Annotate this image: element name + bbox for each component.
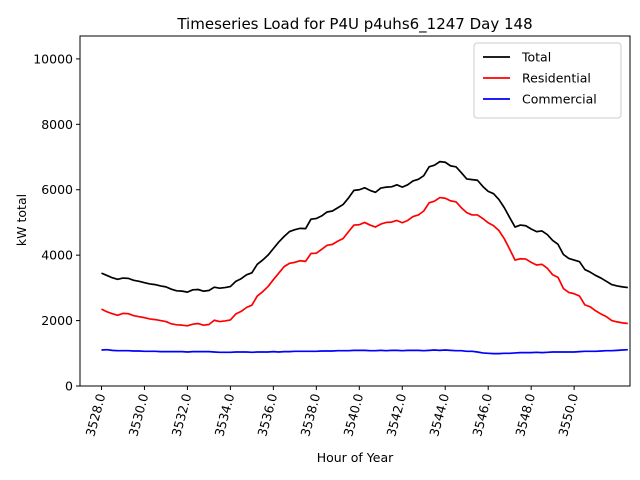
y-tick-label: 4000 (41, 248, 73, 263)
y-axis: 0 2000 4000 6000 8000 10000 (33, 51, 80, 394)
legend: Total Residential Commercial (473, 42, 622, 119)
y-tick-label: 2000 (41, 313, 73, 328)
plot-frame (79, 35, 631, 387)
plot-area (79, 35, 631, 387)
y-axis-label: kW total (14, 194, 29, 246)
y-tick-label: 10000 (33, 51, 73, 66)
series-line-commercial (101, 348, 628, 355)
legend-box (473, 42, 622, 119)
y-tick-label: 0 (65, 379, 73, 394)
legend-label-commercial: Commercial (522, 92, 597, 107)
y-tick-label: 8000 (41, 117, 73, 132)
series-line-total (101, 160, 628, 293)
legend-label-total: Total (521, 50, 551, 65)
legend-label-residential: Residential (522, 71, 591, 86)
y-tick-label: 6000 (41, 182, 73, 197)
series-line-residential (101, 196, 628, 327)
x-axis-label: Hour of Year (317, 450, 394, 465)
chart-title: Timeseries Load for P4U p4uhs6_1247 Day … (176, 15, 532, 34)
